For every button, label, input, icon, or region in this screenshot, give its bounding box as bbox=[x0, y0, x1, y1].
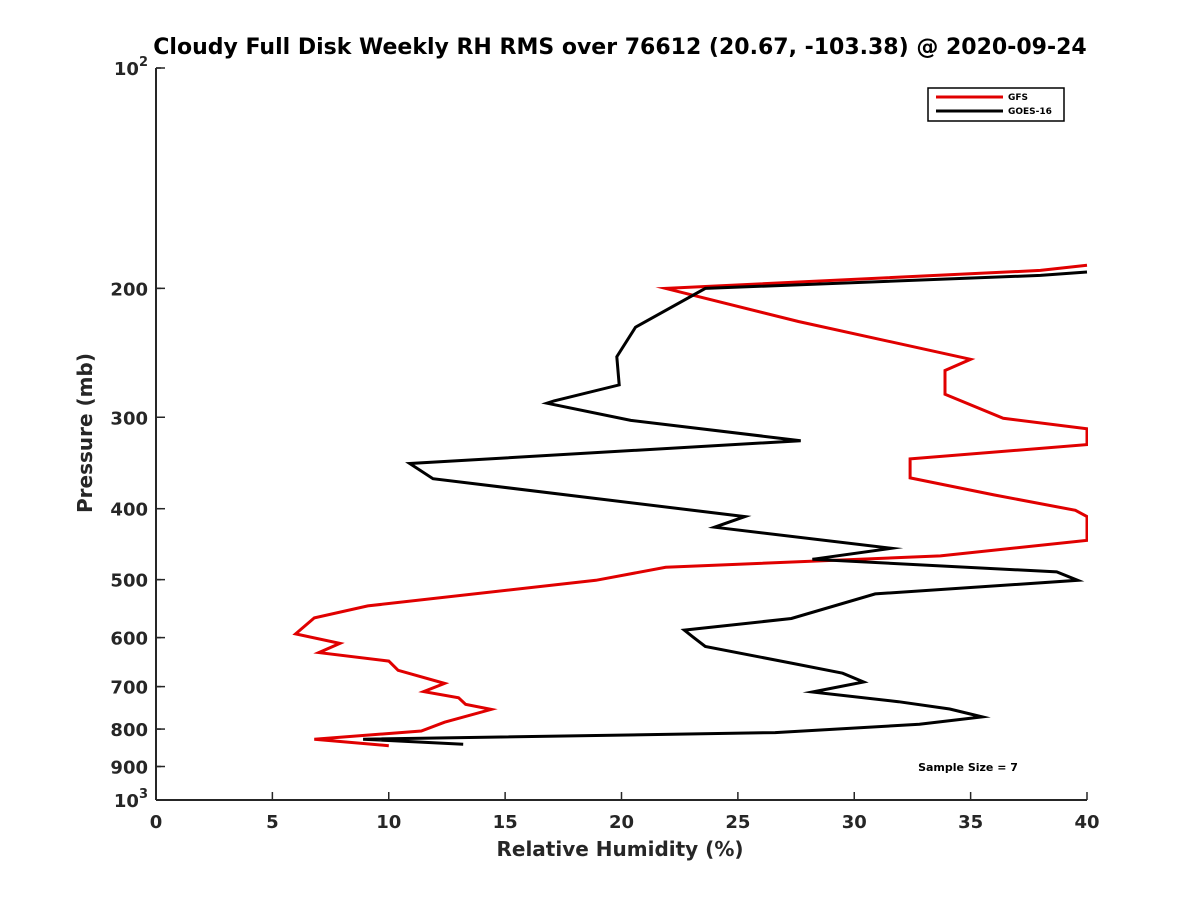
x-axis-label: Relative Humidity (%) bbox=[496, 837, 743, 861]
y-tick-label: 900 bbox=[110, 758, 148, 779]
x-tick-label: 30 bbox=[842, 812, 867, 833]
y-tick-label: 103 bbox=[114, 787, 148, 812]
series-line-gfs bbox=[292, 263, 1088, 748]
x-tick-label: 40 bbox=[1074, 812, 1099, 833]
x-tick-label: 20 bbox=[609, 812, 634, 833]
y-axis-label: Pressure (mb) bbox=[73, 353, 97, 513]
legend: GFS GOES-16 bbox=[927, 87, 1065, 122]
legend-label: GOES-16 bbox=[1008, 107, 1052, 117]
x-tick-label: 0 bbox=[150, 812, 163, 833]
x-tick-label: 10 bbox=[376, 812, 401, 833]
y-tick-label: 500 bbox=[110, 571, 148, 592]
y-tick-label: 800 bbox=[110, 720, 148, 741]
legend-label: GFS bbox=[1008, 93, 1028, 103]
y-tick-label: 300 bbox=[110, 408, 148, 429]
x-tick-label: 25 bbox=[725, 812, 750, 833]
x-tick-label: 5 bbox=[266, 812, 279, 833]
y-tick-label: 400 bbox=[110, 500, 148, 521]
x-tick-label: 35 bbox=[958, 812, 983, 833]
legend-box bbox=[927, 87, 1065, 122]
y-tick-label: 700 bbox=[110, 678, 148, 699]
sample-size-annotation: Sample Size = 7 bbox=[918, 761, 1018, 774]
x-tick-label: 15 bbox=[493, 812, 518, 833]
y-tick-label: 600 bbox=[110, 629, 148, 650]
plot-lines bbox=[292, 263, 1088, 748]
series-line-goes-16 bbox=[363, 270, 1088, 746]
axes: 0 5 10 15 20 25 30 35 40102200300400500600700800… bbox=[110, 55, 1099, 833]
y-tick-label: 200 bbox=[110, 279, 148, 300]
chart-title: Cloudy Full Disk Weekly RH RMS over 7661… bbox=[153, 35, 1086, 60]
